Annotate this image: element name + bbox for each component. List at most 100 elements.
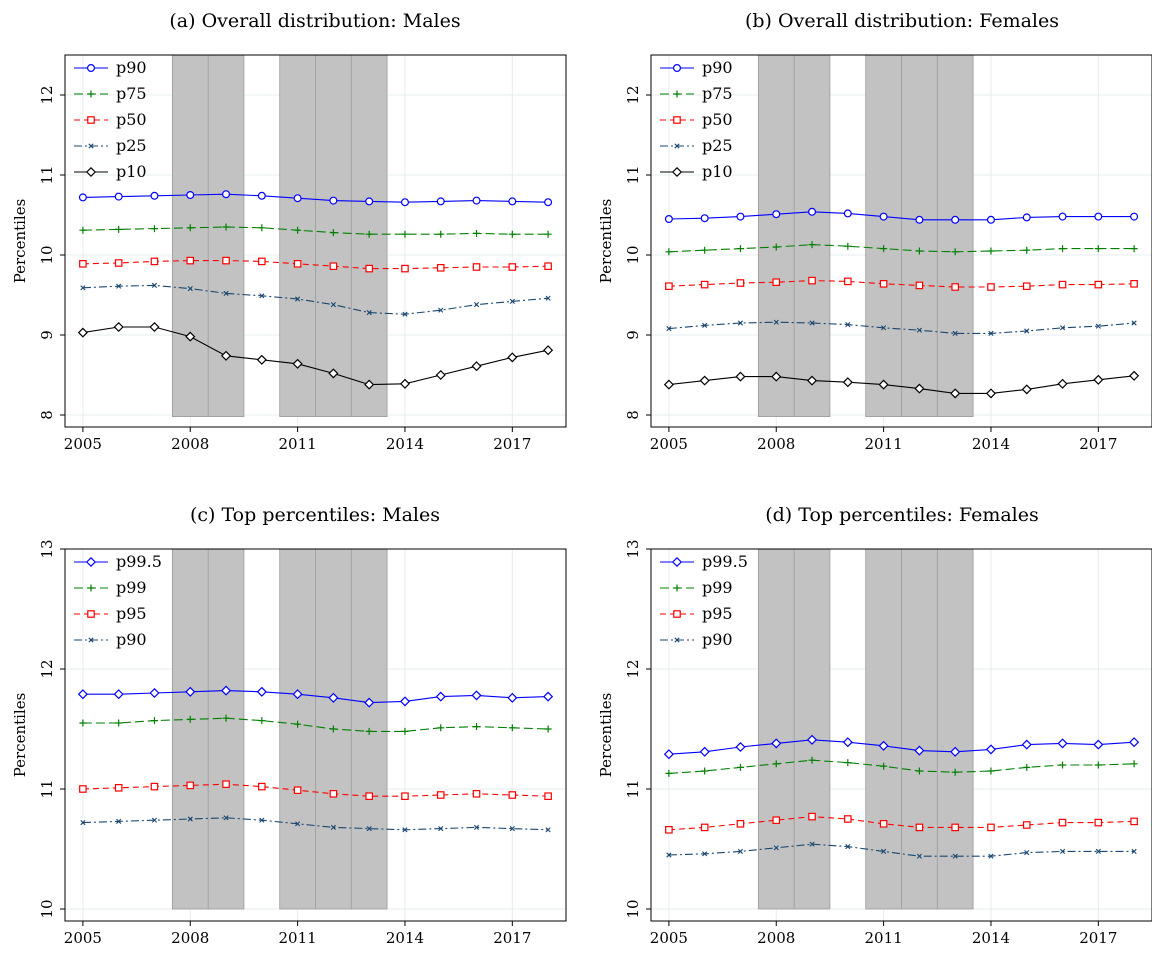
legend-label: p90 (116, 630, 147, 649)
data-point (293, 260, 302, 268)
data-point (151, 282, 158, 288)
data-point (702, 851, 708, 857)
recession-shading (865, 548, 974, 910)
data-point (772, 816, 781, 825)
data-point (1131, 848, 1137, 854)
data-point (663, 749, 674, 760)
data-point (544, 230, 552, 238)
plot-frame (64, 548, 567, 922)
legend-label: p75 (702, 84, 733, 103)
data-point (186, 191, 195, 200)
data-point (365, 264, 373, 273)
data-point (402, 311, 408, 317)
x-tick-label: 2017 (493, 929, 531, 947)
data-point (1130, 817, 1138, 826)
series-p90 (666, 841, 1137, 859)
legend-label: p25 (116, 136, 147, 155)
series-p90 (664, 207, 1139, 224)
series-line (82, 284, 549, 315)
data-point (80, 285, 86, 291)
y-axis-label: Percentiles (597, 693, 615, 778)
series-p99.5 (77, 685, 554, 708)
data-point (473, 302, 480, 308)
data-point (222, 223, 230, 231)
series-line (668, 816, 1135, 831)
data-point (736, 763, 744, 771)
data-point (843, 209, 852, 218)
data-point (1059, 761, 1067, 769)
y-tick-label: 12 (624, 85, 642, 104)
data-point (988, 330, 994, 336)
legend: p90 p75 p50 p25 p10 (74, 58, 147, 181)
data-point (78, 193, 87, 202)
data-point (1022, 821, 1031, 829)
y-tick-label: 10 (38, 245, 56, 264)
y-tick-label: 12 (38, 85, 56, 104)
data-point (80, 820, 86, 826)
data-point (951, 215, 960, 224)
x-tick-label: 2008 (171, 435, 209, 453)
data-point (436, 791, 445, 799)
y-tick-label: 11 (624, 165, 642, 184)
series-line (668, 375, 1135, 394)
data-point (699, 746, 710, 757)
data-point (772, 210, 781, 219)
data-point (915, 767, 923, 775)
data-point (185, 331, 196, 342)
data-point (150, 257, 159, 266)
data-point (544, 198, 553, 207)
data-point (1130, 280, 1138, 288)
data-point (702, 322, 708, 328)
data-point (665, 248, 673, 256)
data-point (1095, 323, 1101, 329)
data-point (330, 824, 336, 830)
data-point (114, 259, 123, 267)
series-p50 (665, 276, 1138, 291)
data-point (401, 230, 409, 238)
data-point (400, 198, 409, 207)
legend-marker (87, 584, 95, 592)
data-point (1021, 384, 1032, 395)
data-point (77, 327, 88, 338)
data-point (328, 692, 339, 703)
data-point (952, 330, 958, 336)
data-point (329, 196, 338, 205)
data-point (223, 815, 229, 821)
data-point (436, 197, 445, 206)
data-point (844, 242, 852, 250)
data-point (809, 320, 815, 326)
data-point (735, 371, 746, 382)
data-point (364, 379, 375, 390)
data-point (988, 853, 994, 859)
data-point (736, 279, 745, 287)
data-point (149, 687, 160, 699)
data-point (473, 229, 481, 237)
data-point (186, 715, 194, 723)
data-point (950, 388, 961, 399)
data-point (987, 247, 995, 255)
data-point (256, 686, 267, 697)
legend-marker (85, 556, 97, 568)
legend-label: p25 (702, 136, 733, 155)
data-point (879, 819, 888, 828)
series-p99.5 (663, 734, 1140, 760)
data-point (1021, 739, 1032, 750)
chart-panel: (a) Overall distribution: Males 2005 2008 2… (11, 10, 567, 453)
data-point (150, 191, 159, 200)
data-point (1023, 763, 1031, 771)
data-point (399, 378, 411, 389)
data-point (186, 224, 194, 232)
legend-marker (673, 116, 681, 124)
x-tick-label: 2017 (1079, 929, 1117, 947)
data-point (951, 248, 959, 256)
data-point (401, 792, 409, 801)
data-point (437, 724, 445, 732)
legend-marker (86, 63, 95, 72)
y-tick-label: 8 (38, 410, 56, 420)
data-point (222, 256, 230, 265)
data-point (330, 302, 336, 308)
data-point (258, 257, 266, 266)
data-point (543, 345, 554, 356)
data-point (951, 768, 959, 776)
